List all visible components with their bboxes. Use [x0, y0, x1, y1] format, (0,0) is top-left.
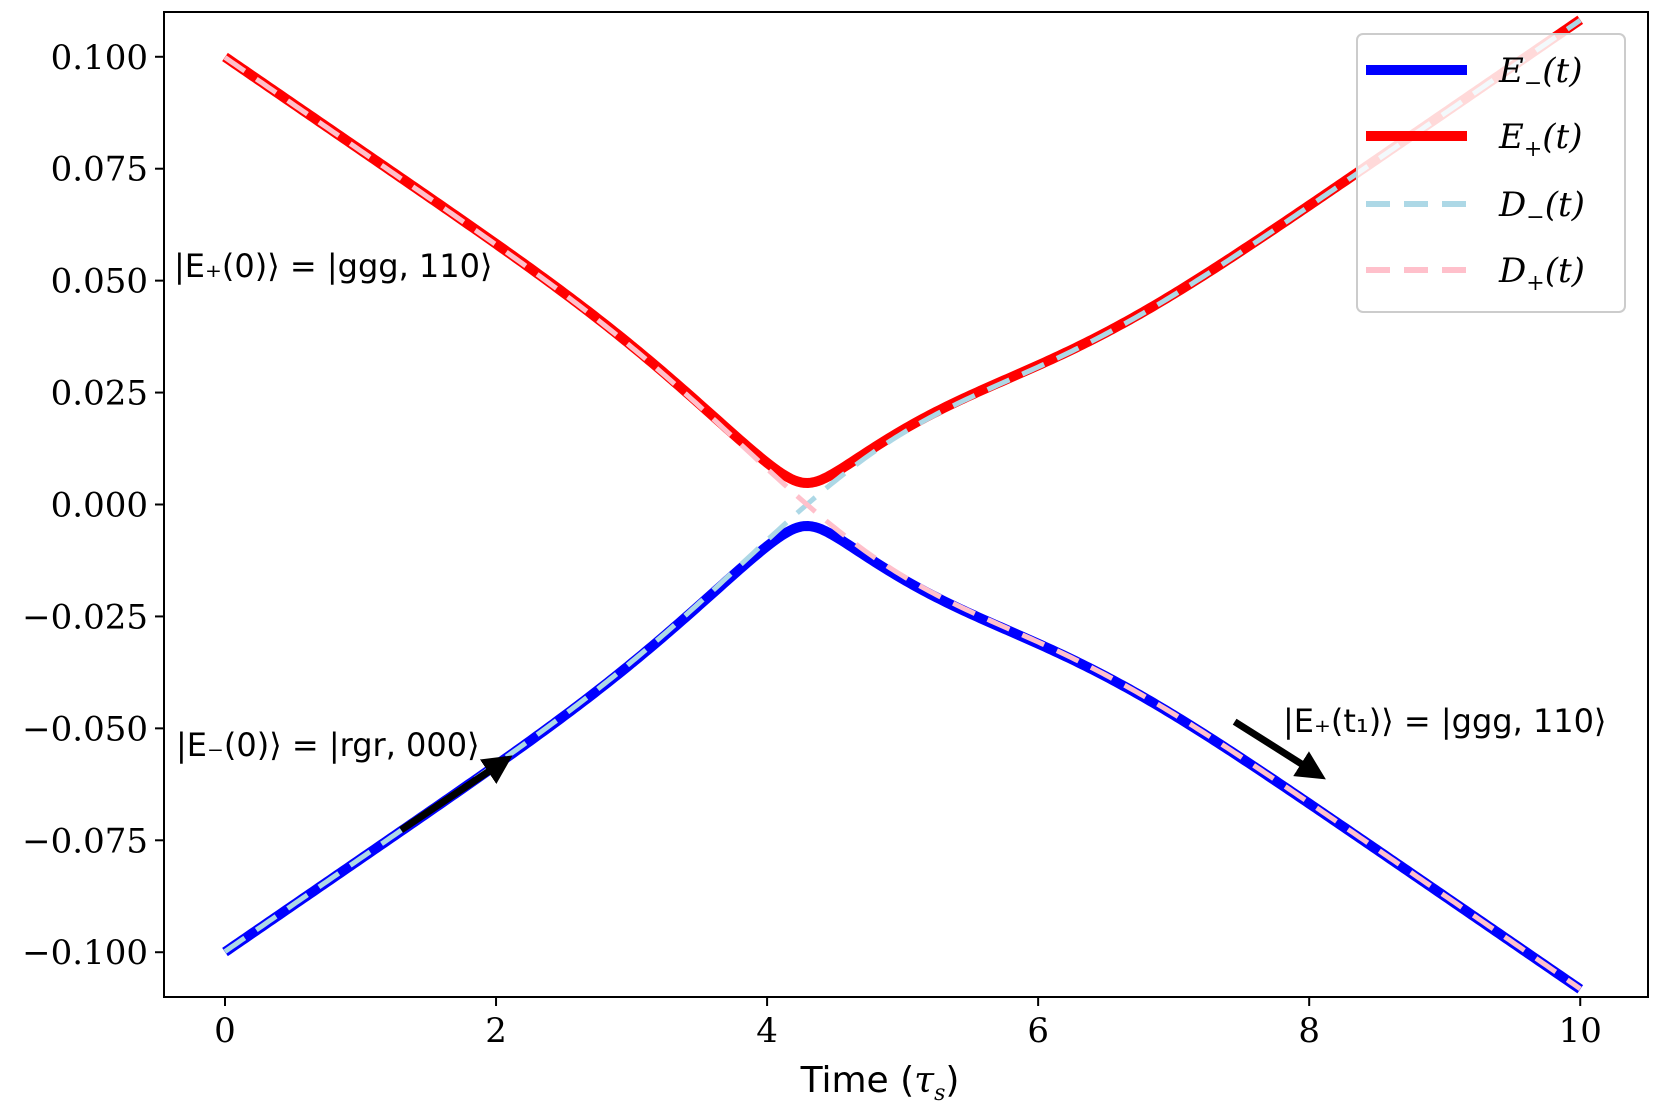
legend-entry-d-minus: D−(t) — [1366, 185, 1585, 230]
annotation-e-plus-0: |E₊(0)⟩ = |ggg, 110⟩ — [174, 247, 492, 285]
legend-label-d-plus: D+(t) — [1498, 251, 1585, 296]
annotations: |E₊(0)⟩ = |ggg, 110⟩ |E₋(0)⟩ = |rgr, 000… — [174, 247, 1607, 764]
annotation-arrows — [399, 718, 1326, 833]
y-tick-label: 0.000 — [51, 486, 148, 526]
x-axis-label: Time (τs) — [800, 1060, 960, 1106]
plot-frame — [163, 11, 1649, 998]
annotation-arrow-2 — [1232, 718, 1326, 780]
y-tick-label: −0.075 — [22, 821, 148, 861]
x-tick-label: 4 — [756, 1011, 778, 1051]
x-axis-label-symbol: τ — [914, 1060, 935, 1101]
legend-label-e-minus: E−(t) — [1498, 51, 1582, 96]
y-tick-label: −0.050 — [22, 709, 148, 749]
legend-entry-d-plus: D+(t) — [1366, 251, 1585, 296]
legend-box — [1356, 33, 1626, 313]
x-tick-label: 8 — [1298, 1011, 1320, 1051]
annotation-e-plus-t1: |E₊(t₁)⟩ = |ggg, 110⟩ — [1283, 702, 1607, 740]
annotation-e-minus-0: |E₋(0)⟩ = |rgr, 000⟩ — [176, 726, 480, 764]
x-axis-ticks: 0 2 4 6 8 10 — [214, 997, 1602, 1051]
y-tick-label: −0.100 — [22, 933, 148, 973]
annotation-arrow-1 — [399, 755, 513, 833]
x-axis-label-subscript: s — [934, 1081, 945, 1106]
x-tick-label: 0 — [214, 1011, 236, 1051]
y-tick-label: 0.025 — [51, 374, 148, 414]
y-tick-label: 0.075 — [51, 150, 148, 190]
series-line-dt-plus — [223, 55, 1582, 991]
x-axis-label-close: ) — [945, 1060, 959, 1101]
x-tick-label: 10 — [1559, 1011, 1602, 1051]
legend-label-d-minus: D−(t) — [1498, 185, 1585, 230]
x-axis-label-main: Time ( — [800, 1060, 915, 1101]
x-tick-label: 6 — [1027, 1011, 1049, 1051]
legend-entry-e-plus: E+(t) — [1366, 117, 1582, 162]
legend: E−(t) E+(t) D−(t) D+(t) — [1356, 33, 1626, 313]
y-tick-label: 0.100 — [51, 38, 148, 78]
y-axis-ticks: 0.100 0.075 0.050 0.025 0.000 −0.025 −0.050 −0.… — [22, 38, 164, 973]
y-tick-label: 0.050 — [51, 262, 148, 302]
legend-label-e-plus: E+(t) — [1498, 117, 1582, 162]
x-tick-label: 2 — [485, 1011, 507, 1051]
y-tick-label: −0.025 — [22, 597, 148, 637]
legend-entry-e-minus: E−(t) — [1366, 51, 1582, 96]
